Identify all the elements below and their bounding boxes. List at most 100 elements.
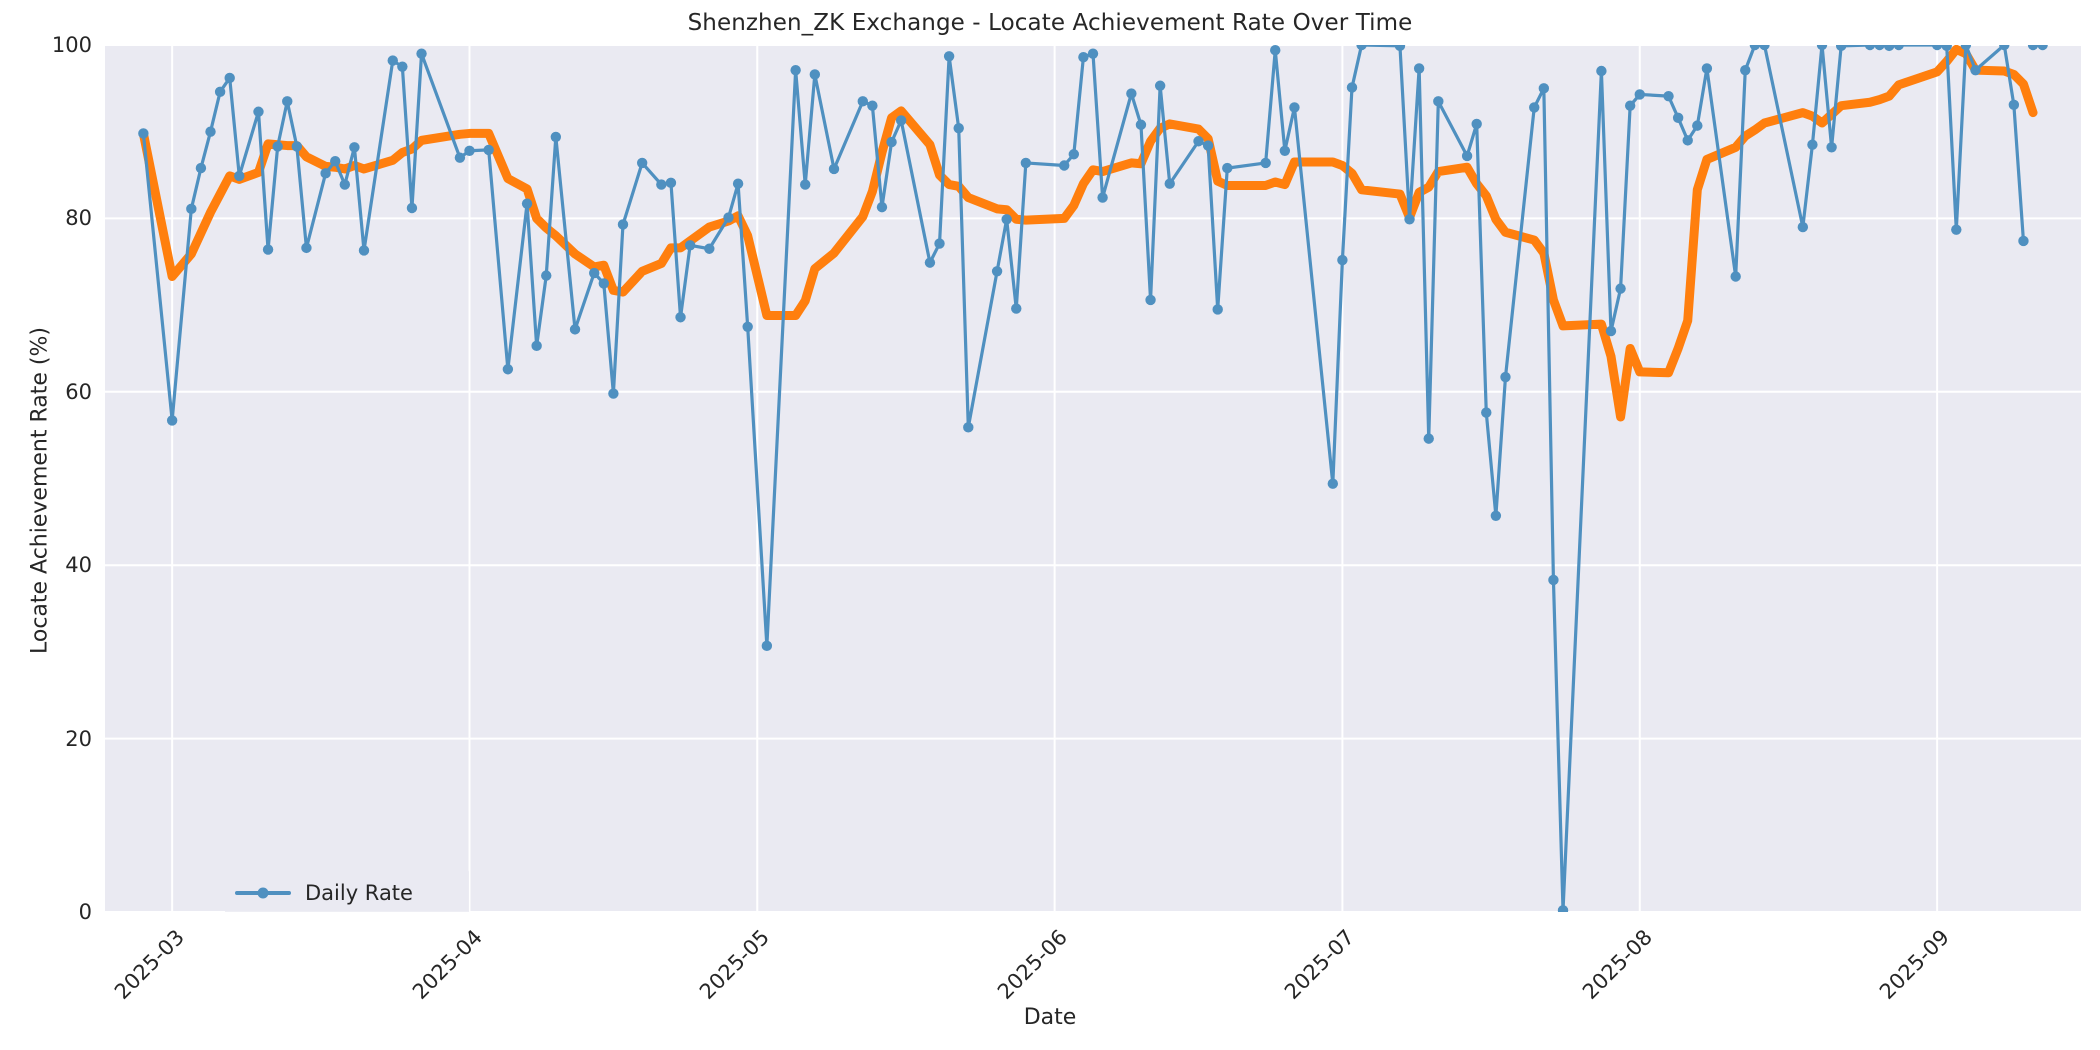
data-point-marker xyxy=(1020,157,1032,169)
legend-swatch-icon xyxy=(235,883,291,903)
data-point-marker xyxy=(2027,45,2039,51)
data-point-marker xyxy=(387,55,398,66)
data-point-marker xyxy=(665,177,677,189)
data-point-marker xyxy=(1730,271,1741,282)
data-point-marker xyxy=(166,415,178,426)
data-point-marker xyxy=(953,123,964,134)
data-point-marker xyxy=(1826,142,1837,153)
y-axis-tick-label: 60 xyxy=(65,379,92,404)
data-point-marker xyxy=(636,157,648,169)
data-point-marker xyxy=(943,51,955,62)
data-point-marker xyxy=(330,155,341,167)
plot-area: Daily Rate 7-day Average xyxy=(105,45,2081,912)
data-point-marker xyxy=(1490,510,1502,521)
data-point-marker xyxy=(320,168,331,179)
data-point-marker xyxy=(828,163,840,175)
data-point-marker xyxy=(1835,45,1847,52)
data-point-marker xyxy=(1471,118,1482,130)
data-point-marker xyxy=(224,72,235,84)
data-point-marker xyxy=(1068,149,1080,160)
legend-item[interactable]: 7-day Average xyxy=(235,909,457,912)
data-point-marker xyxy=(867,100,878,111)
series-line xyxy=(138,45,2038,422)
data-point-marker xyxy=(1883,45,1895,52)
data-point-marker xyxy=(1289,102,1300,113)
data-point-marker xyxy=(608,388,619,399)
series-seven-day-average xyxy=(138,45,2038,422)
data-point-marker xyxy=(1682,135,1693,146)
data-point-marker xyxy=(234,170,245,182)
data-point-marker xyxy=(1548,574,1559,586)
data-point-marker xyxy=(1126,88,1137,99)
data-point-marker xyxy=(397,61,408,72)
data-point-marker xyxy=(1481,407,1492,418)
data-point-marker xyxy=(502,364,514,375)
data-point-marker xyxy=(1893,45,1904,51)
data-point-marker xyxy=(1222,162,1233,174)
data-point-marker xyxy=(886,136,897,148)
data-point-marker xyxy=(1931,45,1943,51)
data-point-marker xyxy=(1596,65,1607,77)
data-point-marker xyxy=(483,144,494,156)
data-point-marker xyxy=(1701,63,1713,74)
data-point-marker xyxy=(1749,45,1761,51)
data-point-marker xyxy=(1327,478,1339,489)
series-line xyxy=(141,45,2026,912)
data-point-marker xyxy=(598,278,609,289)
data-point-marker xyxy=(1941,45,1952,52)
data-point-marker xyxy=(521,198,533,209)
x-axis-label: Date xyxy=(1023,1005,1077,1030)
data-point-marker xyxy=(1529,102,1540,113)
data-point-marker xyxy=(1970,64,1981,76)
series-canvas xyxy=(105,45,2081,912)
data-point-marker xyxy=(1279,145,1291,156)
y-axis-tick-label: 80 xyxy=(65,206,92,231)
series-daily-rate xyxy=(138,45,2048,912)
y-axis-tick-label: 20 xyxy=(65,726,92,751)
data-point-marker xyxy=(1346,82,1358,93)
data-point-marker xyxy=(934,238,945,249)
data-point-marker xyxy=(349,142,360,153)
data-point-marker xyxy=(1615,283,1626,294)
data-point-marker xyxy=(1999,45,2010,51)
data-point-marker xyxy=(1270,45,1281,56)
data-point-marker xyxy=(569,324,581,335)
data-point-marker xyxy=(1413,63,1425,74)
data-point-marker xyxy=(1461,150,1473,162)
data-point-marker xyxy=(339,179,351,190)
data-point-marker xyxy=(1011,303,1022,314)
data-point-marker xyxy=(1356,45,1367,51)
data-point-marker xyxy=(1634,89,1645,100)
chart-legend[interactable]: Daily Rate 7-day Average xyxy=(225,869,470,912)
data-point-marker xyxy=(464,145,475,156)
y-axis-tick-label: 100 xyxy=(51,33,92,57)
data-point-marker xyxy=(1557,905,1569,912)
data-point-marker xyxy=(800,179,811,190)
data-point-marker xyxy=(282,96,293,107)
data-point-marker xyxy=(1059,160,1070,171)
data-point-marker xyxy=(2037,45,2048,51)
data-point-marker xyxy=(541,270,552,281)
data-point-marker xyxy=(1078,51,1089,63)
legend-item[interactable]: Daily Rate xyxy=(235,877,457,909)
data-point-marker xyxy=(195,162,207,174)
legend-item-label: Daily Rate xyxy=(305,881,413,905)
data-point-marker xyxy=(1202,140,1214,151)
data-point-marker xyxy=(1097,192,1108,203)
data-point-marker xyxy=(1212,304,1223,315)
data-point-marker xyxy=(1624,100,1636,111)
data-point-marker xyxy=(963,422,974,433)
data-point-marker xyxy=(2018,235,2029,247)
data-point-marker xyxy=(675,312,686,323)
data-point-marker xyxy=(531,340,542,352)
data-point-marker xyxy=(1538,83,1550,94)
data-point-marker xyxy=(1672,112,1684,124)
data-point-marker xyxy=(1500,371,1511,383)
data-point-marker xyxy=(617,219,629,230)
data-point-marker xyxy=(1816,45,1828,51)
data-point-marker xyxy=(1960,45,1972,51)
data-point-marker xyxy=(1423,433,1434,444)
data-point-marker xyxy=(205,126,216,137)
data-point-marker xyxy=(454,152,466,163)
data-point-marker xyxy=(809,69,821,80)
